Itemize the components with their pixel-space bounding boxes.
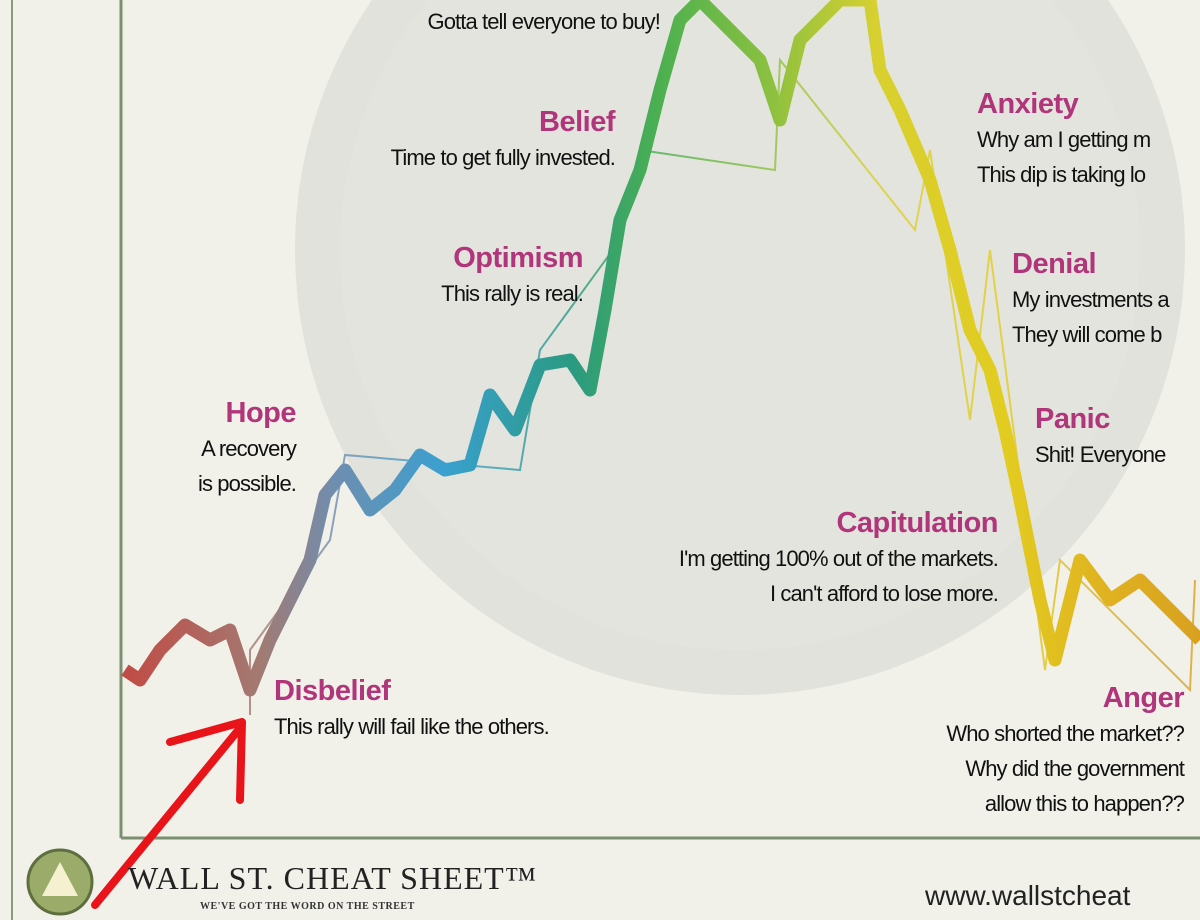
stage: Anxiety Why am I getting m This dip is t…: [977, 86, 1200, 192]
stage-line: Why am I getting m: [977, 127, 1151, 152]
stage: Belief Time to get fully invested.: [195, 104, 616, 175]
stage: Optimism This rally is real.: [163, 240, 584, 311]
stage-line: My investments a: [1012, 287, 1170, 312]
stage-title: Panic: [1035, 403, 1110, 435]
stage: Anger Who shorted the market?? Why did t…: [764, 680, 1185, 821]
stage: Denial My investments a They will come b: [1012, 246, 1200, 352]
stage-line: Time to get fully invested.: [390, 145, 616, 170]
stage: Gotta tell everyone to buy!: [240, 4, 660, 39]
stage-title: Anxiety: [977, 88, 1079, 120]
stage-title: Anger: [1102, 682, 1185, 714]
price-wicks: [249, 57, 1196, 715]
stage-line: This rally is real.: [441, 281, 584, 306]
stage-line: Gotta tell everyone to buy!: [427, 9, 660, 34]
stage: Hope A recovery is possible.: [0, 395, 297, 501]
stage-line: This rally will fail like the others.: [274, 714, 550, 739]
stage-line: This dip is taking lo: [977, 162, 1146, 187]
stage-line: Why did the government: [965, 756, 1185, 781]
stage-line: is possible.: [197, 471, 297, 496]
arrow: [91, 724, 244, 909]
stage-line: allow this to happen??: [984, 791, 1185, 816]
stage-title: Denial: [1012, 248, 1097, 280]
stage-line: They will come b: [1012, 322, 1162, 347]
brand: WALL ST. CHEAT SHEET™: [128, 860, 538, 896]
stage-line: A recovery: [201, 436, 297, 461]
stage-title: Hope: [225, 397, 297, 429]
watermark-inner: [340, 0, 1140, 650]
stage: Disbelief This rally will fail like the …: [274, 673, 694, 744]
stage-line: Who shorted the market??: [946, 721, 1185, 746]
url: www.wallstcheat: [925, 880, 1131, 911]
tagline: WE'VE GOT THE WORD ON THE STREET: [200, 901, 415, 912]
stage-line: I'm getting 100% out of the markets.: [678, 546, 999, 571]
stage-title: Disbelief: [274, 675, 391, 707]
stage: Panic Shit! Everyone: [1035, 401, 1200, 472]
stage: Capitulation I'm getting 100% out of the…: [578, 505, 999, 611]
logo-mark: [42, 862, 78, 896]
price-line: [121, 0, 1200, 697]
stage-title: Optimism: [453, 242, 583, 274]
stage-title: Belief: [539, 106, 615, 138]
arrow-head: [166, 718, 246, 804]
stage-line: Shit! Everyone: [1035, 442, 1166, 467]
stage-title: Capitulation: [836, 507, 998, 539]
stage-line: I can't afford to lose more.: [769, 581, 999, 606]
